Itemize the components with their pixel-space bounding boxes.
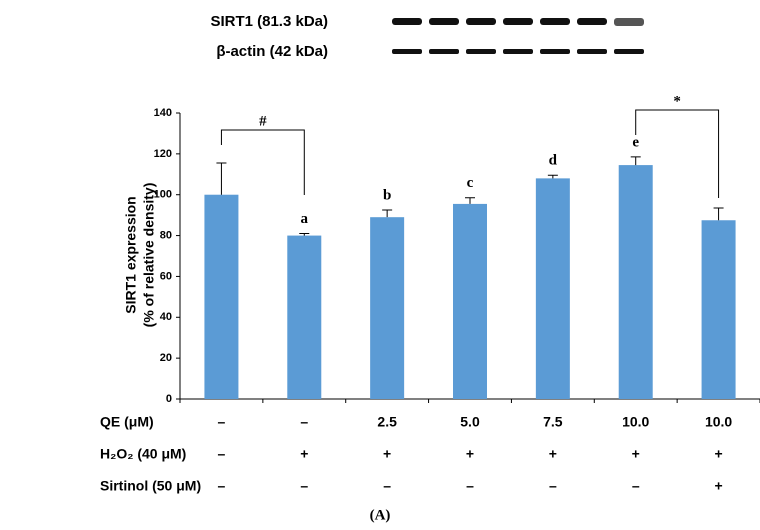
bar xyxy=(204,195,238,399)
condition-value: – xyxy=(632,478,640,494)
blot-band xyxy=(429,49,459,54)
bar xyxy=(702,220,736,399)
chart: SIRT1 (81.3 kDa) β-actin (42 kDa) SIRT1 … xyxy=(0,0,760,530)
condition-value: – xyxy=(300,478,308,494)
blot-label: SIRT1 (81.3 kDa) xyxy=(210,13,328,30)
error-bar xyxy=(465,198,475,204)
condition-value: – xyxy=(549,478,557,494)
blot-band xyxy=(614,49,644,54)
panel-label: (A) xyxy=(370,507,391,523)
bar xyxy=(453,204,487,399)
bar xyxy=(287,236,321,399)
condition-label: Sirtinol (50 μM) xyxy=(100,478,201,494)
y-tick-label: 60 xyxy=(160,270,172,282)
error-bar xyxy=(714,208,724,220)
condition-value: 5.0 xyxy=(460,414,480,430)
group-letter: e xyxy=(632,134,639,150)
blot-band xyxy=(503,49,533,54)
error-bar xyxy=(382,210,392,217)
error-bar xyxy=(216,163,226,195)
condition-value: 2.5 xyxy=(377,414,397,430)
condition-label: QE (μM) xyxy=(100,414,154,430)
condition-value: – xyxy=(466,478,474,494)
condition-value: – xyxy=(218,478,226,494)
bar xyxy=(619,165,653,399)
condition-value: – xyxy=(300,414,308,430)
condition-value: + xyxy=(466,446,474,462)
y-axis-title: SIRT1 expression (% of relative density) xyxy=(123,183,157,328)
y-tick-label: 100 xyxy=(154,189,172,201)
condition-value: – xyxy=(383,478,391,494)
error-bar xyxy=(548,175,558,178)
condition-value: 10.0 xyxy=(705,414,732,430)
significance-bracket xyxy=(221,130,304,195)
blot-band xyxy=(466,49,496,54)
significance-mark: * xyxy=(673,93,681,109)
blot-band xyxy=(577,49,607,54)
condition-value: – xyxy=(218,446,226,462)
bar xyxy=(536,178,570,399)
condition-value: – xyxy=(218,414,226,430)
significance-mark: # xyxy=(259,113,267,129)
condition-value: + xyxy=(714,446,722,462)
y-tick-label: 20 xyxy=(160,352,172,364)
group-letter: a xyxy=(301,211,309,227)
bar xyxy=(370,217,404,399)
blot-band xyxy=(614,18,644,26)
group-letter: b xyxy=(383,187,391,203)
y-axis-title-line: SIRT1 expression xyxy=(123,196,139,314)
blot-label: β-actin (42 kDa) xyxy=(216,43,328,60)
blot-band xyxy=(503,18,533,25)
condition-value: + xyxy=(714,478,722,494)
y-tick-label: 140 xyxy=(154,107,172,119)
condition-value: + xyxy=(549,446,557,462)
y-axis-title-line: (% of relative density) xyxy=(141,183,157,328)
condition-value: 7.5 xyxy=(543,414,563,430)
y-tick-label: 0 xyxy=(166,393,172,405)
condition-label: H₂O₂ (40 μM) xyxy=(100,446,186,462)
blot-band xyxy=(466,18,496,25)
condition-value: + xyxy=(632,446,640,462)
condition-value: + xyxy=(383,446,391,462)
error-bar xyxy=(299,234,309,236)
blot-band xyxy=(392,49,422,54)
blot-band xyxy=(577,18,607,25)
error-bar xyxy=(631,157,641,165)
blot-band xyxy=(540,18,570,25)
blot-band xyxy=(540,49,570,54)
group-letter: c xyxy=(467,175,474,191)
y-tick-label: 80 xyxy=(160,229,172,241)
blot-band xyxy=(429,18,459,25)
y-tick-label: 120 xyxy=(154,148,172,160)
condition-value: + xyxy=(300,446,308,462)
y-tick-label: 40 xyxy=(160,311,172,323)
condition-value: 10.0 xyxy=(622,414,649,430)
blot-band xyxy=(392,18,422,25)
group-letter: d xyxy=(549,153,558,169)
